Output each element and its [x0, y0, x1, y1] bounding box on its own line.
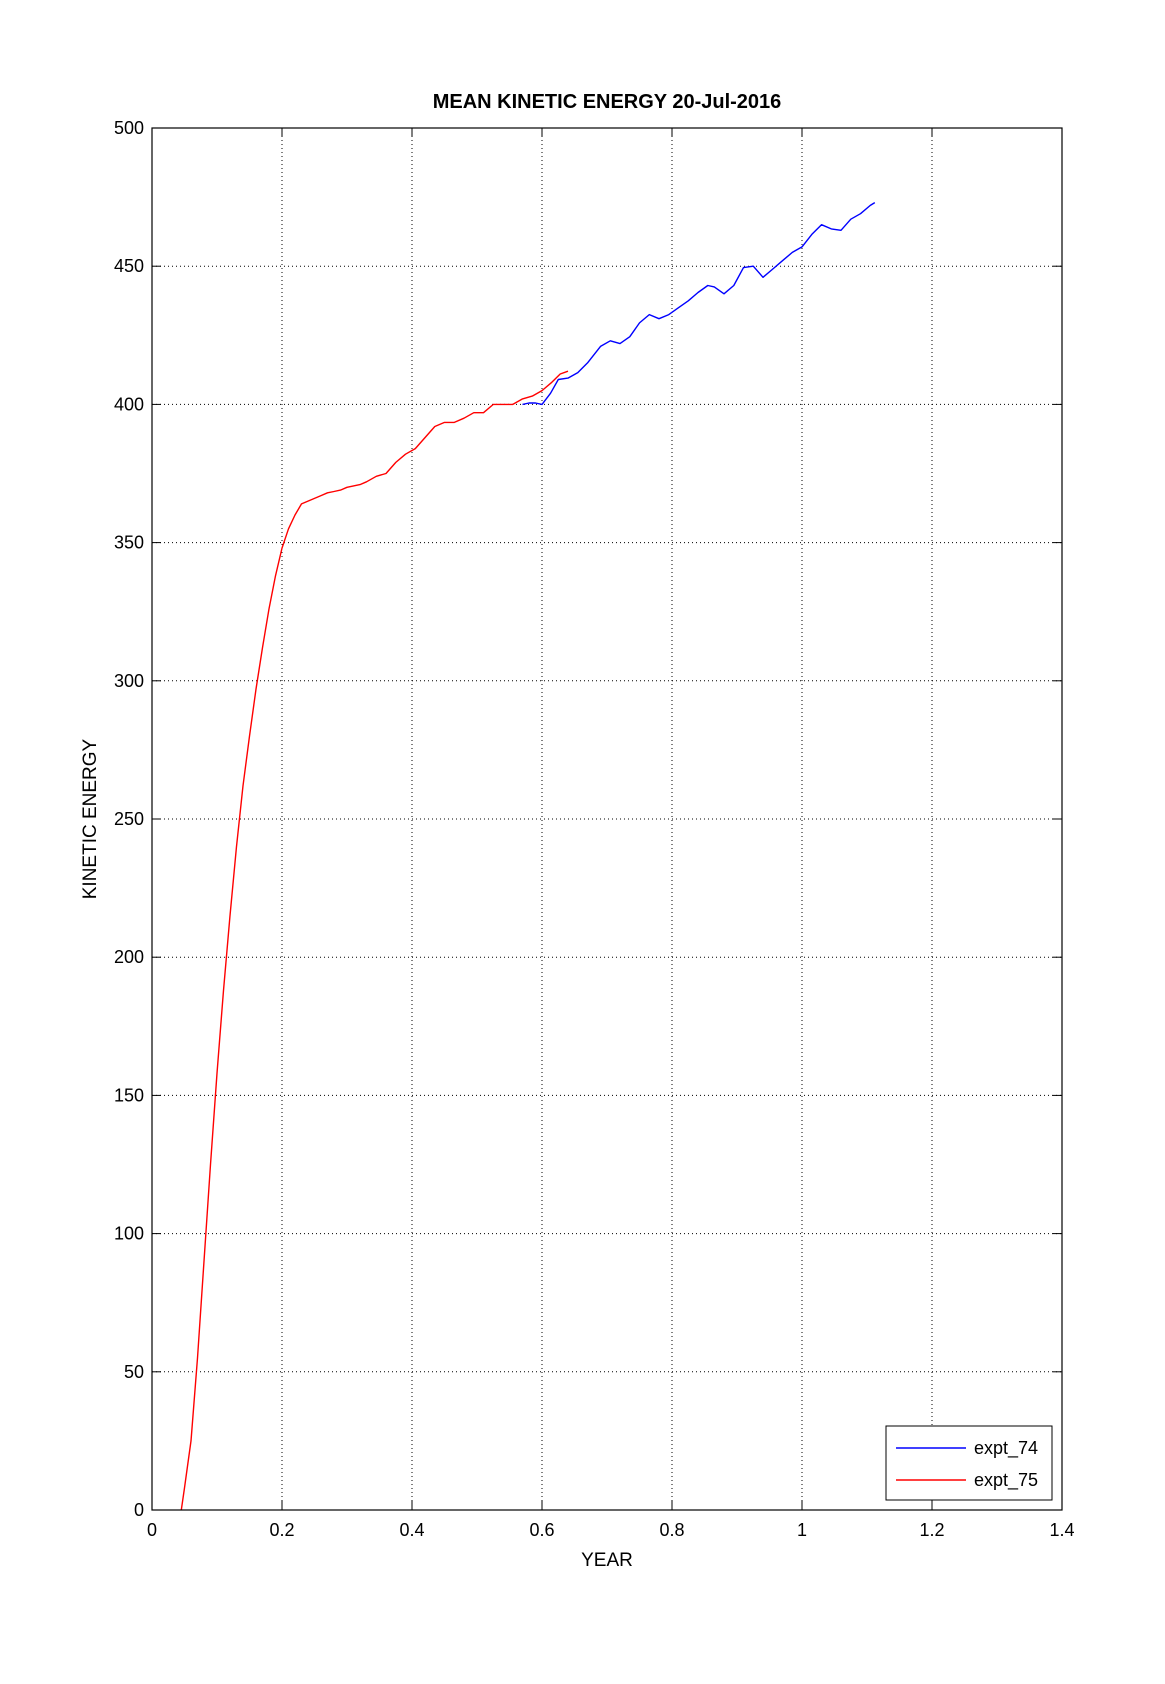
x-tick-label: 1: [797, 1520, 807, 1540]
y-tick-label: 450: [114, 256, 144, 276]
legend-box: [885, 1425, 1053, 1501]
x-tick-label: 0.6: [529, 1520, 554, 1540]
y-tick-label: 0: [134, 1500, 144, 1520]
x-tick-label: 0.2: [269, 1520, 294, 1540]
legend: expt_74 expt_75: [885, 1425, 1053, 1501]
series-line-expt_75: [180, 370, 569, 1511]
y-tick-label: 200: [114, 947, 144, 967]
legend-label: expt_74: [974, 1438, 1038, 1459]
y-tick-label: 50: [124, 1362, 144, 1382]
x-tick-label: 1.4: [1049, 1520, 1074, 1540]
y-tick-label: 100: [114, 1224, 144, 1244]
y-tick-label: 250: [114, 809, 144, 829]
series-layer: [180, 202, 876, 1511]
x-tick-label: 1.2: [919, 1520, 944, 1540]
x-axis-label: YEAR: [581, 1550, 633, 1571]
x-tick-label: 0: [147, 1520, 157, 1540]
y-tick-label: 150: [114, 1085, 144, 1105]
y-tick-label: 300: [114, 671, 144, 691]
chart-title: MEAN KINETIC ENERGY 20-Jul-2016: [433, 91, 782, 113]
legend-label: expt_75: [974, 1470, 1038, 1491]
ticks: 0 0.2 0.4 0.6 0.8 1 1.2 1.4 0 50 100 150 200 250 300 35…: [114, 118, 1075, 1540]
y-tick-label: 350: [114, 533, 144, 553]
y-tick-label: 400: [114, 394, 144, 414]
x-tick-label: 0.8: [659, 1520, 684, 1540]
y-axis-label: KINETIC ENERGY: [80, 738, 101, 899]
x-tick-label: 0.4: [399, 1520, 424, 1540]
y-tick-label: 500: [114, 118, 144, 138]
series-line-expt_74: [522, 202, 876, 406]
